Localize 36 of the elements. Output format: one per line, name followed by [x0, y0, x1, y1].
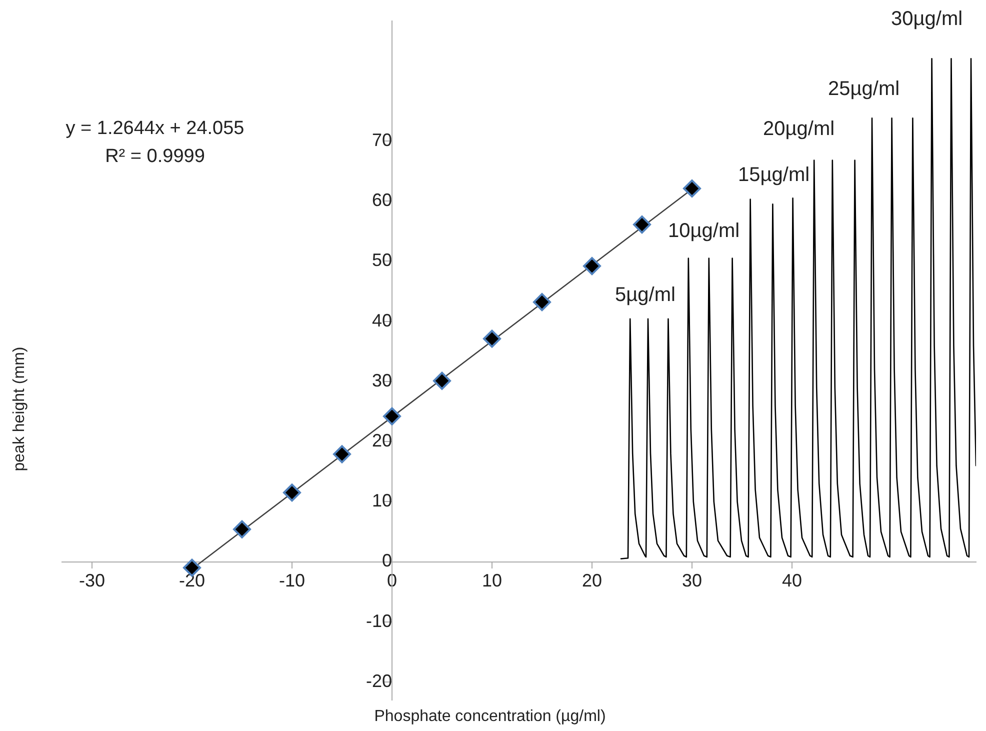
point — [533, 293, 551, 312]
point — [233, 520, 251, 538]
y-tick-label: 30 — [372, 370, 392, 390]
y-tick-label: -10 — [366, 610, 392, 631]
point — [683, 179, 701, 198]
y-tick-label: -20 — [366, 670, 392, 691]
y-tick-label: 40 — [372, 310, 392, 330]
point — [283, 484, 301, 502]
x-tick-label: 20 — [582, 570, 602, 591]
x-tick-label: 30 — [682, 570, 702, 591]
x-tick-label: 40 — [782, 570, 802, 591]
x-tick-label: 10 — [482, 570, 502, 591]
annotation: 15µg/ml — [738, 164, 810, 187]
annotation: 30µg/ml — [891, 8, 963, 31]
y-tick-label: 10 — [372, 490, 392, 511]
annotation: y = 1.2644x + 24.055 — [64, 118, 246, 140]
y-tick-label: 60 — [372, 190, 392, 210]
y-tick-label: 0 — [382, 550, 392, 571]
point — [483, 330, 501, 348]
annotation: 25µg/ml — [828, 78, 900, 101]
point — [383, 407, 401, 426]
point — [633, 216, 651, 234]
y-axis-title: peak height (mm) — [11, 346, 29, 474]
y-tick-label: 70 — [372, 130, 392, 150]
point — [433, 372, 451, 390]
x-axis-title: Phosphate concentration (µg/ml) — [373, 708, 607, 726]
y-tick-label: 50 — [372, 250, 392, 270]
annotation: 20µg/ml — [763, 118, 835, 141]
annotation: R² = 0.9999 — [104, 146, 206, 168]
x-tick-label: -30 — [78, 570, 106, 591]
annotation: 10µg/ml — [668, 220, 740, 243]
point — [583, 257, 601, 276]
x-tick-label: -10 — [278, 570, 306, 591]
y-tick-label: 20 — [372, 430, 392, 451]
annotation: 5µg/ml — [615, 284, 676, 307]
point — [333, 445, 351, 464]
